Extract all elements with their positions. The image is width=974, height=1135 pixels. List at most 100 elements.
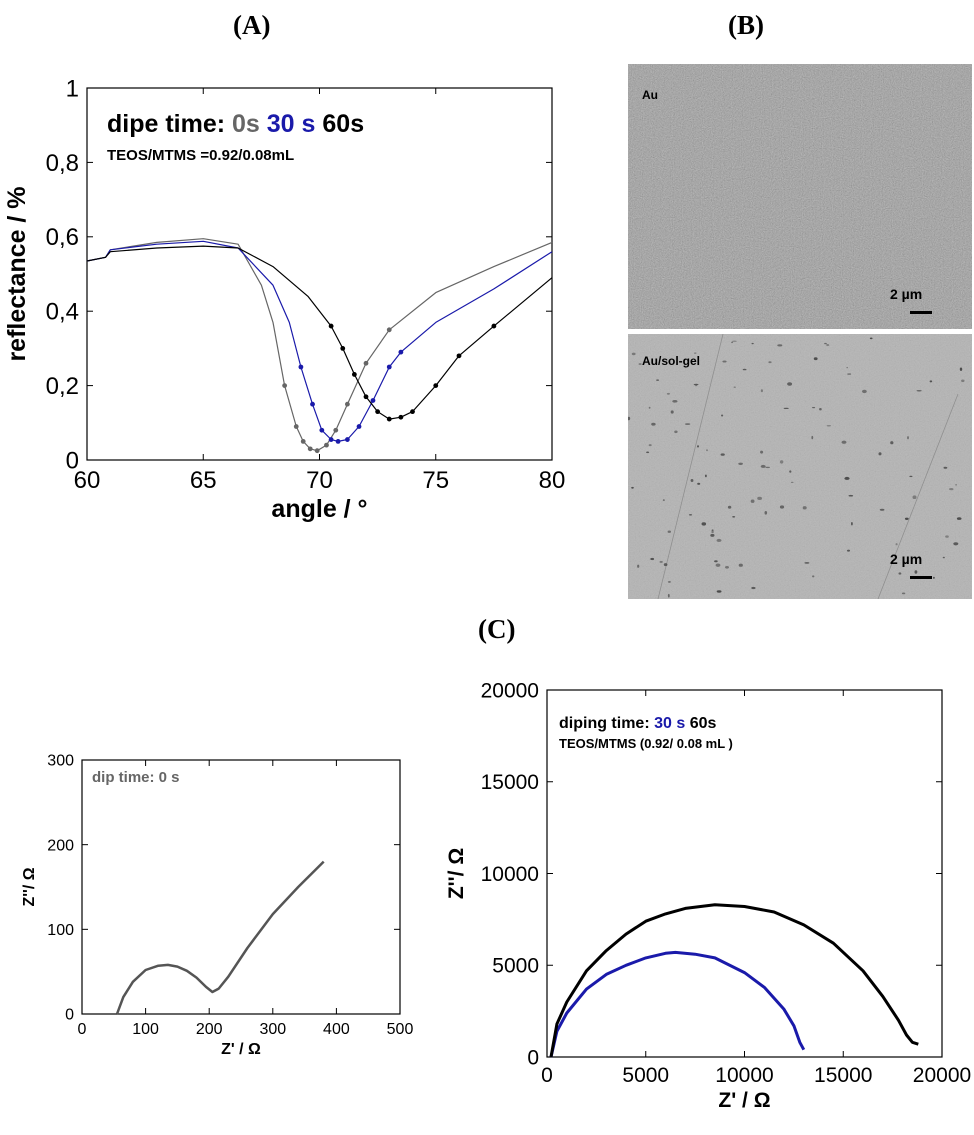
sem-particle <box>789 470 792 473</box>
series-point-2 <box>410 409 415 415</box>
panel-label-c: (C) <box>478 614 516 644</box>
sem-particle <box>955 484 957 486</box>
series-point-1 <box>370 398 376 403</box>
scale-bar-bottom <box>910 576 932 579</box>
x-tick-label: 65 <box>190 467 217 494</box>
sem-particle <box>667 581 671 583</box>
sem-particle <box>943 466 948 469</box>
y-axis-label: Z''/ Ω <box>445 848 468 899</box>
sem-particle <box>841 440 847 444</box>
series-point-1 <box>328 437 334 442</box>
x-tick-label: 300 <box>259 1021 286 1038</box>
title-segment: 30 s <box>654 715 685 732</box>
series-line-0 <box>86 238 553 452</box>
sem-particle <box>813 357 818 361</box>
sem-particle <box>690 479 694 482</box>
sem-texture-solgel <box>628 334 972 599</box>
series-point-0 <box>363 360 369 366</box>
sem-particle <box>760 464 766 468</box>
scale-text-top: 2 µm <box>890 286 923 302</box>
sem-particle <box>656 379 660 381</box>
sem-particle <box>811 435 814 440</box>
series-point-0 <box>282 383 288 388</box>
sem-particle <box>912 495 917 499</box>
sem-particle <box>862 389 867 394</box>
sem-particle <box>733 386 736 388</box>
title-segment: 60s <box>315 110 364 138</box>
y-tick-label: 0,8 <box>46 150 79 177</box>
series-point-1 <box>319 427 325 433</box>
y-tick-label: 20000 <box>481 679 539 702</box>
sem-particle <box>945 535 949 538</box>
sem-particle <box>648 444 652 447</box>
sem-particle <box>783 407 789 409</box>
x-tick-label: 500 <box>387 1021 414 1038</box>
sem-particle <box>904 517 909 520</box>
sem-particle <box>715 563 721 567</box>
sem-particle <box>674 430 678 434</box>
sem-particle <box>731 341 734 344</box>
series-line-0 <box>549 950 806 1058</box>
sem-particle <box>765 466 770 469</box>
x-tick-label: 75 <box>422 467 449 494</box>
sem-particle <box>727 505 732 509</box>
sem-particle <box>670 410 674 414</box>
sem-particle <box>844 476 850 480</box>
series-point-0 <box>345 401 350 407</box>
sem-particle <box>738 462 743 465</box>
sem-label-au: Au <box>642 88 658 102</box>
chart-title: diping time: 30 s 60s <box>559 715 716 732</box>
series-point-0 <box>293 424 299 429</box>
sem-particle <box>757 496 762 500</box>
x-tick-label: 100 <box>132 1021 159 1038</box>
series-point-1 <box>356 424 362 429</box>
sem-particle <box>909 475 913 478</box>
y-tick-label: 1 <box>66 75 79 102</box>
sem-images: Au 2 µm Au/sol-gel 2 µm <box>628 64 972 599</box>
sem-particle <box>764 511 768 515</box>
title-segment: 30 s <box>260 110 316 138</box>
series-point-0 <box>307 446 313 452</box>
sem-particle <box>628 416 631 421</box>
series-point-2 <box>456 353 462 359</box>
sem-particle <box>890 441 894 445</box>
sem-particle <box>638 363 642 365</box>
y-tick-label: 0 <box>66 447 79 474</box>
sem-particle <box>848 494 854 497</box>
plot-frame <box>81 759 401 1015</box>
sem-particle <box>667 593 670 598</box>
x-tick-label: 20000 <box>913 1064 971 1087</box>
series-point-2 <box>398 414 404 420</box>
sem-particle <box>693 352 697 354</box>
sem-particle <box>826 344 830 346</box>
x-tick-label: 60 <box>74 467 101 494</box>
plot-frame <box>86 87 553 461</box>
sem-particle <box>722 360 727 363</box>
series-line-1 <box>86 240 553 442</box>
sem-particle <box>697 482 701 485</box>
series-point-2 <box>375 409 381 415</box>
x-axis-label: angle / ° <box>271 495 367 523</box>
chart-title: dipe time: 0s 30 s 60s <box>107 110 364 138</box>
sem-particle <box>933 576 935 579</box>
sem-particle <box>646 451 650 454</box>
series-point-1 <box>398 349 404 355</box>
sem-particle <box>751 586 756 590</box>
sem-particle <box>869 337 873 340</box>
scale-text-bottom: 2 µm <box>890 551 923 567</box>
sem-particle <box>812 407 816 409</box>
sem-image-au: Au 2 µm <box>628 64 972 329</box>
sem-particle <box>751 342 754 345</box>
series-point-0 <box>386 327 392 333</box>
sem-particle <box>907 436 909 440</box>
title-segment: diping time: <box>559 715 654 732</box>
sem-particle <box>804 562 810 564</box>
sem-particle <box>898 572 902 575</box>
sem-particle <box>631 352 636 356</box>
sem-particle <box>790 481 794 483</box>
series-point-1 <box>335 439 341 444</box>
series-point-2 <box>363 394 369 400</box>
sem-particle <box>685 423 691 425</box>
y-tick-label: 200 <box>47 837 74 854</box>
x-tick-label: 70 <box>306 467 333 494</box>
